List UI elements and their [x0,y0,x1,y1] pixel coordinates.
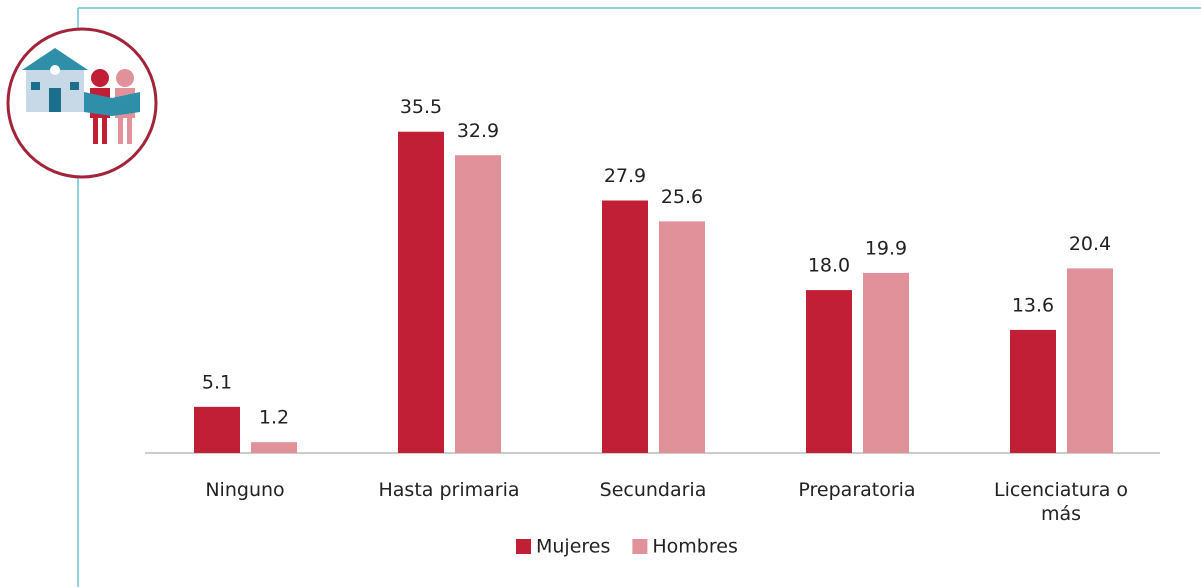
x-tick-label: Secundaria [599,479,707,501]
bar [806,290,852,453]
data-label: 35.5 [400,96,442,118]
legend-swatch [516,539,531,554]
data-label: 13.6 [1012,294,1054,316]
data-label: 1.2 [259,407,289,429]
data-label: 27.9 [604,165,646,187]
data-label: 19.9 [865,237,907,259]
bar [659,221,705,453]
data-label: 25.6 [661,186,703,208]
legend-label: Hombres [652,536,737,558]
data-label: 5.1 [202,371,232,393]
bar [1067,268,1113,453]
x-tick-label: Hasta primaria [378,479,520,501]
bar [194,406,240,453]
data-label: 32.9 [457,120,499,142]
x-tick-label: Licenciatura o más [993,479,1129,525]
bar [455,155,501,453]
data-label: 20.4 [1069,233,1111,255]
bar [398,131,444,453]
x-tick-label: Preparatoria [798,479,916,501]
bar [863,272,909,453]
x-tick-label: Ninguno [205,479,285,501]
icon [6,27,158,179]
bar [602,200,648,453]
legend-label: Mujeres [536,536,610,558]
data-label: 18.0 [808,255,850,277]
bar [251,442,297,453]
legend-swatch [632,539,648,554]
bar [1010,329,1056,453]
